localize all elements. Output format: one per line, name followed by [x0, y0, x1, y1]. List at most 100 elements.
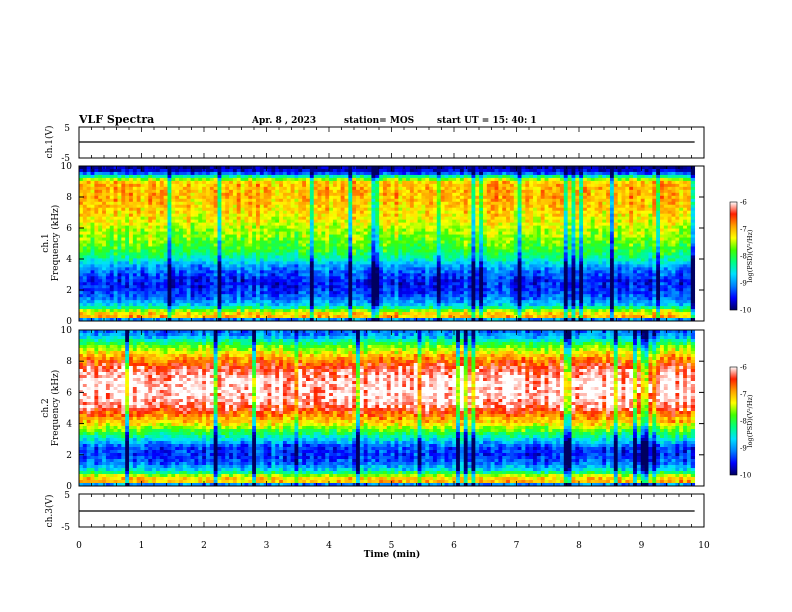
spectrogram-cell	[675, 222, 680, 227]
spectrogram-cell	[132, 166, 138, 170]
spectrogram-cell	[567, 234, 572, 238]
spectrogram-cell	[436, 198, 442, 203]
spectrogram-cell	[425, 195, 430, 200]
spectrogram-cell	[602, 213, 607, 218]
spectrogram-cell	[613, 168, 619, 173]
spectrogram-cell	[432, 216, 438, 221]
spectrogram-cell	[102, 207, 107, 212]
spectrogram-cell	[167, 231, 172, 235]
spectrogram-cell	[417, 189, 422, 194]
spectrogram-cell	[509, 171, 515, 176]
spectrogram-cell	[286, 192, 292, 197]
spectrogram-cell	[129, 204, 134, 209]
spectrogram-cell	[579, 207, 584, 212]
spectrogram-cell	[263, 174, 268, 179]
spectrogram-cell	[94, 231, 99, 235]
spectrogram-cell	[290, 201, 295, 206]
spectrogram-cell	[221, 198, 226, 203]
spectrogram-cell	[175, 243, 180, 247]
spectrogram-cell	[94, 204, 99, 209]
spectrogram-cell	[171, 168, 176, 173]
spectrogram-cell	[648, 183, 653, 188]
spectrogram-cell	[656, 210, 661, 215]
spectrogram-cell	[94, 195, 99, 200]
spectrogram-cell	[94, 177, 99, 182]
spectrogram-cell	[86, 180, 91, 185]
spectrogram-cell	[675, 225, 680, 229]
spectrogram-cell	[525, 177, 530, 182]
spectrogram-cell	[379, 186, 384, 191]
spectrogram-cell	[644, 192, 649, 197]
spectrogram-cell	[586, 177, 592, 182]
spectrogram-cell	[429, 252, 434, 256]
spectrogram-cell	[194, 222, 199, 227]
spectrogram-cell	[479, 174, 484, 179]
spectrogram-cell	[82, 249, 88, 253]
spectrogram-cell	[540, 183, 545, 188]
spectrogram-cell	[329, 180, 334, 185]
spectrogram-cell	[159, 258, 165, 262]
spectrogram-cell	[382, 225, 388, 229]
spectrogram-cell	[486, 225, 492, 229]
spectrogram-cell	[382, 255, 388, 259]
spectrogram-cell	[425, 237, 430, 241]
spectrogram-cell	[152, 195, 157, 200]
spectrogram-cell	[575, 204, 580, 209]
spectrogram-cell	[175, 207, 180, 212]
spectrogram-cell	[371, 186, 376, 191]
spectrogram-cell	[336, 174, 342, 179]
spectrogram-cell	[275, 198, 280, 203]
spectrogram-cell	[356, 180, 361, 185]
spectrogram-cell	[202, 210, 207, 215]
spectrogram-cell	[240, 198, 245, 203]
spectrogram-cell	[498, 219, 503, 224]
spectrogram-cell	[471, 171, 476, 176]
spectrogram-cell	[640, 195, 646, 200]
spectrogram-cell	[509, 210, 515, 215]
spectrogram-cell	[121, 231, 126, 235]
spectrogram-cell	[259, 186, 265, 191]
spectrogram-cell	[467, 255, 472, 259]
spectrogram-cell	[298, 222, 303, 227]
spectrogram-cell	[444, 195, 449, 200]
spectrogram-cell	[90, 168, 95, 173]
spectrogram-cell	[536, 186, 542, 191]
spectrogram-cell	[129, 189, 134, 194]
spectrogram-cell	[609, 252, 615, 256]
spectrogram-cell	[332, 189, 338, 194]
spectrogram-cell	[255, 171, 261, 176]
spectrogram-cell	[679, 255, 684, 259]
spectrogram-cell	[444, 231, 449, 235]
spectrogram-cell	[413, 240, 418, 244]
spectrogram-cell	[98, 180, 103, 185]
spectrogram-cell	[359, 237, 365, 241]
spectrogram-cell	[163, 222, 168, 227]
spectrogram-cell	[125, 183, 130, 188]
spectrogram-cell	[629, 204, 634, 209]
spectrogram-cell	[182, 177, 188, 182]
spectrogram-cell	[186, 166, 191, 170]
spectrogram-cell	[398, 234, 403, 238]
spectrogram-cell	[225, 192, 230, 197]
spectrogram-cell	[483, 168, 488, 173]
spectrogram-cell	[221, 225, 226, 229]
spectrogram-cell	[159, 225, 165, 229]
spectrogram-cell	[190, 252, 195, 256]
spectrogram-cell	[309, 174, 315, 179]
spectrogram-cell	[248, 189, 253, 194]
spectrogram-cell	[348, 166, 353, 170]
spectrogram-cell	[533, 201, 538, 206]
spectrogram-cell	[479, 252, 484, 256]
spectrogram-cell	[86, 210, 91, 215]
spectrogram-cell	[613, 255, 619, 259]
spectrogram-cell	[148, 189, 153, 194]
spectrogram-cell	[117, 204, 122, 209]
spectrogram-cell	[413, 168, 418, 173]
spectrogram-cell	[502, 246, 507, 250]
spectrogram-cell	[598, 255, 603, 259]
spectrogram-cell	[175, 219, 180, 224]
spectrogram-cell	[282, 201, 288, 206]
spectrogram-cell	[202, 252, 207, 256]
spectrogram-cell	[290, 228, 295, 232]
spectrogram-cell	[440, 234, 445, 238]
